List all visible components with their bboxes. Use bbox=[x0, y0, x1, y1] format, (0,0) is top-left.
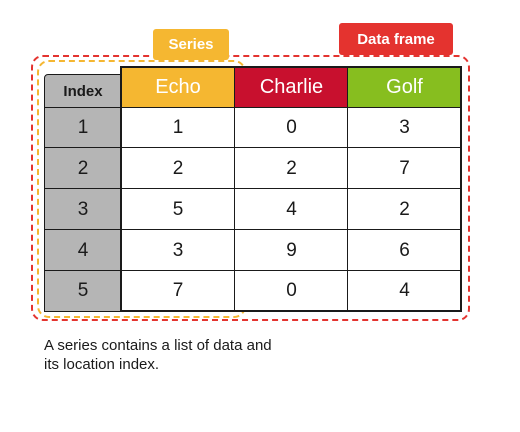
table-cell-charlie: 2 bbox=[234, 147, 349, 190]
table-cell-golf: 2 bbox=[347, 188, 462, 231]
table-cell-golf: 3 bbox=[347, 107, 462, 149]
table-cell-charlie: 4 bbox=[234, 188, 349, 231]
column-header-golf: Golf bbox=[347, 66, 462, 109]
table-cell-echo: 5 bbox=[120, 188, 236, 231]
table-cell-echo: 2 bbox=[120, 147, 236, 190]
data-frame-outline bbox=[31, 55, 470, 321]
table-cell-echo: 7 bbox=[120, 270, 236, 312]
index-cell: 1 bbox=[44, 107, 122, 149]
table-cell-echo: 1 bbox=[120, 107, 236, 149]
table-cell-golf: 4 bbox=[347, 270, 462, 312]
data-frame-label: Data frame bbox=[339, 23, 453, 55]
index-cell: 3 bbox=[44, 188, 122, 231]
index-cell: 2 bbox=[44, 147, 122, 190]
caption: A series contains a list of data and its… bbox=[44, 337, 272, 373]
index-header: Index bbox=[44, 74, 122, 109]
table-cell-charlie: 0 bbox=[234, 270, 349, 312]
column-header-echo: Echo bbox=[120, 66, 236, 109]
index-cell: 4 bbox=[44, 229, 122, 272]
table-cell-echo: 3 bbox=[120, 229, 236, 272]
table-cell-golf: 6 bbox=[347, 229, 462, 272]
series-label: Series bbox=[153, 29, 229, 60]
index-cell: 5 bbox=[44, 270, 122, 312]
table-cell-charlie: 9 bbox=[234, 229, 349, 272]
column-header-charlie: Charlie bbox=[234, 66, 349, 109]
table-cell-golf: 7 bbox=[347, 147, 462, 190]
table-cell-charlie: 0 bbox=[234, 107, 349, 149]
